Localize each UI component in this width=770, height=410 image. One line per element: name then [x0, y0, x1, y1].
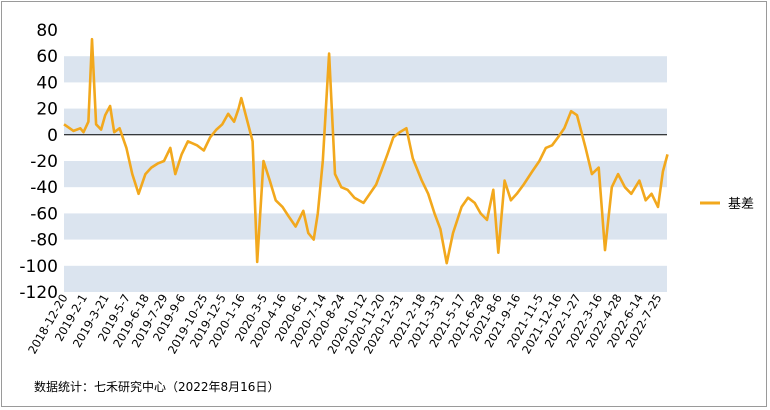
grid-band	[64, 161, 667, 188]
y-tick-label: 20	[36, 100, 58, 120]
y-tick-label: 40	[36, 73, 58, 93]
y-tick-label: -100	[19, 257, 58, 277]
y-tick-label: -20	[30, 152, 58, 172]
legend-label: 基差	[728, 197, 754, 212]
y-axis-ticks: 80 60 40 20 0 -20 -40 -60 -80 -100 -120	[19, 21, 58, 303]
grid-band	[64, 108, 667, 135]
y-tick-label: -40	[30, 178, 58, 198]
grid-band	[64, 213, 667, 240]
grid-bands	[64, 56, 667, 292]
y-tick-label: -60	[30, 204, 58, 224]
grid-band	[64, 56, 667, 83]
legend: 基差	[700, 197, 754, 212]
y-tick-label: 60	[36, 47, 58, 67]
y-tick-label: -80	[30, 231, 58, 251]
y-tick-label: 0	[47, 126, 58, 146]
x-axis-ticks: 2018-12-202019-2-12019-3-212019-5-72019-…	[25, 292, 664, 357]
y-tick-label: 80	[36, 21, 58, 41]
series-basis	[63, 37, 669, 265]
series-line-basis	[63, 37, 669, 265]
y-tick-label: -120	[19, 283, 58, 303]
grid-band	[64, 265, 667, 292]
source-note: 数据统计：七禾研究中心（2022年8月16日）	[34, 380, 280, 394]
